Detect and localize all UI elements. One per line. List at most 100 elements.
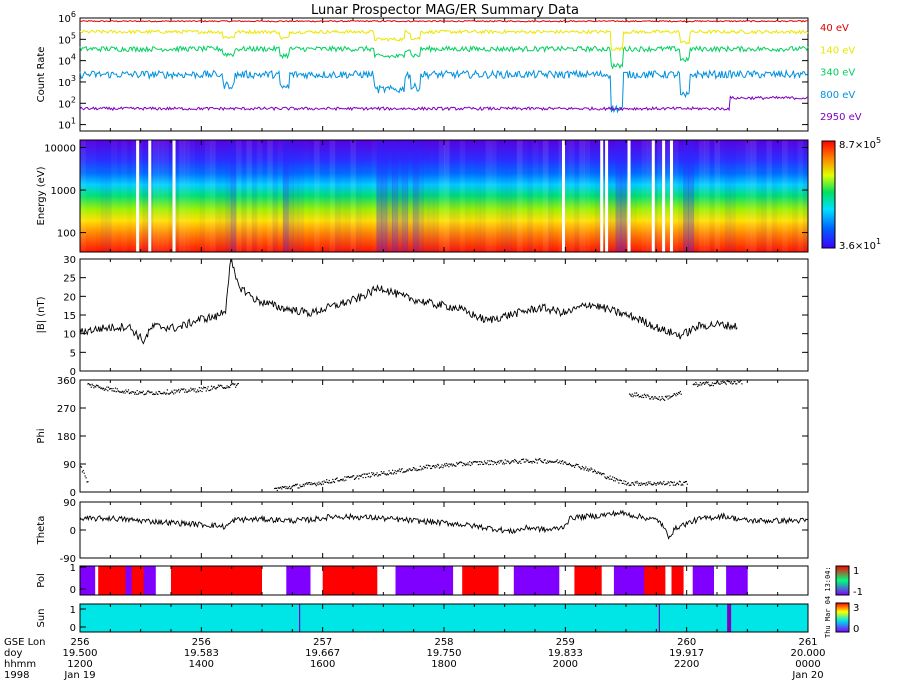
phi-point bbox=[453, 464, 455, 466]
phi-point bbox=[534, 461, 536, 464]
phi-point bbox=[538, 458, 540, 460]
axis-value: 19.750 bbox=[427, 648, 462, 659]
phi-point bbox=[389, 472, 391, 474]
phi-point bbox=[635, 482, 637, 484]
phi-point bbox=[408, 468, 410, 470]
phi-point bbox=[599, 473, 601, 475]
phi-point bbox=[298, 487, 300, 489]
phi-point bbox=[95, 384, 98, 386]
phi-point bbox=[281, 486, 284, 488]
phi-point bbox=[533, 460, 535, 463]
phi-point bbox=[714, 382, 716, 384]
spectrogram-band bbox=[355, 140, 362, 252]
spectrogram-field bbox=[80, 140, 808, 252]
phi-point bbox=[210, 385, 213, 387]
phi-point bbox=[641, 484, 643, 486]
phi-point bbox=[587, 468, 589, 470]
phi-point bbox=[326, 479, 328, 481]
phi-point bbox=[286, 486, 288, 488]
theta-frame bbox=[79, 501, 809, 559]
phi-point bbox=[670, 396, 672, 398]
spectrogram-band bbox=[714, 140, 721, 252]
phi-point bbox=[560, 462, 562, 465]
phi-point bbox=[679, 390, 681, 393]
phi-point bbox=[379, 474, 381, 476]
phi-point bbox=[674, 393, 676, 395]
phi-point bbox=[96, 384, 98, 387]
spectrogram-band bbox=[787, 140, 793, 252]
phi-point bbox=[81, 471, 83, 473]
phi-point bbox=[680, 484, 682, 486]
phi-point bbox=[379, 474, 382, 476]
polarity-block bbox=[665, 566, 672, 595]
phi-point bbox=[472, 461, 474, 463]
phi-point bbox=[154, 393, 156, 395]
polarity-block bbox=[644, 566, 666, 595]
phi-point bbox=[288, 485, 291, 487]
phi-point bbox=[424, 467, 426, 469]
phi-point bbox=[638, 484, 640, 486]
phi-point bbox=[662, 397, 664, 399]
phi-point bbox=[517, 462, 519, 464]
phi-point bbox=[593, 469, 596, 471]
polarity-block bbox=[377, 566, 396, 595]
phi-point bbox=[132, 391, 134, 393]
spectrogram-band bbox=[698, 140, 705, 252]
polarity-block bbox=[453, 566, 463, 595]
phi-point bbox=[337, 480, 339, 482]
phi-point bbox=[500, 461, 502, 463]
phi-point bbox=[136, 390, 138, 392]
phi-point bbox=[452, 463, 454, 465]
phi-point bbox=[721, 382, 723, 384]
phi-point bbox=[180, 388, 182, 390]
phi-point bbox=[692, 384, 694, 386]
phi-point bbox=[591, 468, 593, 470]
polarity-block bbox=[671, 566, 684, 595]
phi-point bbox=[717, 380, 719, 382]
phi-point bbox=[646, 484, 648, 486]
phi-point bbox=[414, 469, 416, 471]
phi-point bbox=[658, 396, 660, 398]
spectrogram-band bbox=[516, 140, 523, 252]
phi-point bbox=[439, 466, 441, 468]
phi-point bbox=[539, 458, 541, 460]
spectrogram-band bbox=[106, 140, 112, 252]
spectrogram-band bbox=[620, 140, 627, 252]
phi-point bbox=[694, 384, 696, 386]
polarity-block bbox=[143, 566, 157, 595]
legend-2950-eV: 2950 eV bbox=[820, 112, 862, 123]
y-tick-label: 30 bbox=[63, 255, 76, 266]
legend-140-eV: 140 eV bbox=[820, 45, 855, 56]
phi-point bbox=[185, 389, 187, 391]
phi-point bbox=[733, 381, 735, 383]
sun-marker bbox=[727, 604, 732, 632]
phi-point bbox=[300, 486, 302, 488]
phi-point bbox=[527, 459, 529, 461]
phi-point bbox=[168, 393, 170, 395]
phi-point bbox=[658, 483, 660, 485]
phi-point bbox=[166, 389, 168, 391]
date-start: Jan 19 bbox=[63, 670, 95, 681]
phi-point bbox=[145, 393, 147, 395]
phi-point bbox=[697, 385, 699, 387]
phi-point bbox=[285, 487, 287, 490]
phi-point bbox=[177, 390, 179, 392]
phi-point bbox=[359, 475, 361, 477]
phi-point bbox=[146, 390, 149, 392]
phi-point bbox=[429, 465, 431, 467]
phi-point bbox=[392, 469, 394, 471]
phi-point bbox=[209, 389, 211, 392]
phi-point bbox=[420, 469, 422, 471]
phi-point bbox=[651, 396, 653, 398]
phi-point bbox=[418, 469, 420, 471]
phi-point bbox=[367, 476, 369, 478]
spectrogram-band bbox=[756, 140, 762, 252]
phi-point bbox=[347, 475, 349, 478]
phi-point bbox=[484, 462, 486, 464]
polarity-block bbox=[125, 566, 132, 595]
phi-point bbox=[488, 464, 490, 466]
phi-point bbox=[301, 485, 303, 488]
phi-point bbox=[657, 398, 659, 400]
phi-point bbox=[604, 476, 606, 478]
